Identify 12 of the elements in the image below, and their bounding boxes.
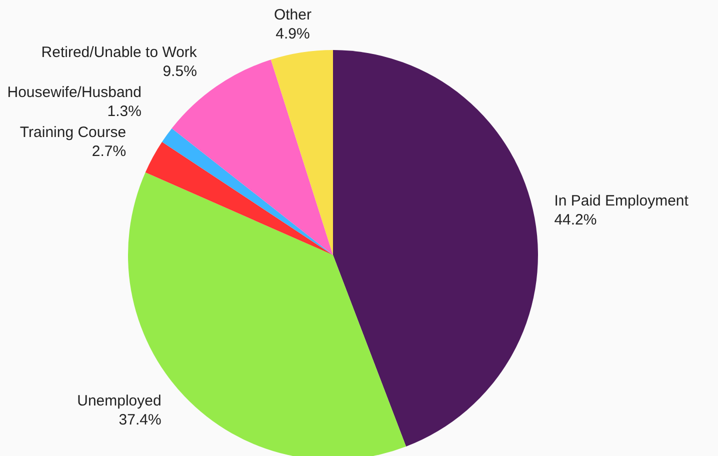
slice-label: Housewife/Husband bbox=[7, 84, 142, 101]
data-label: 9.5% bbox=[162, 62, 197, 80]
slice-label: Retired/Unable to Work bbox=[41, 44, 198, 61]
data-label: 2.7% bbox=[92, 142, 126, 160]
data-label: 37.4% bbox=[118, 411, 162, 428]
slice-label: Training Course bbox=[20, 124, 126, 141]
slice-label: Other bbox=[274, 6, 312, 24]
slice-label: In Paid Employment bbox=[554, 192, 690, 210]
data-label: 44.2% bbox=[554, 211, 597, 228]
data-label: 4.9% bbox=[276, 26, 310, 43]
data-label: 1.3% bbox=[107, 102, 142, 120]
slice-label: Unemployed bbox=[77, 392, 162, 410]
